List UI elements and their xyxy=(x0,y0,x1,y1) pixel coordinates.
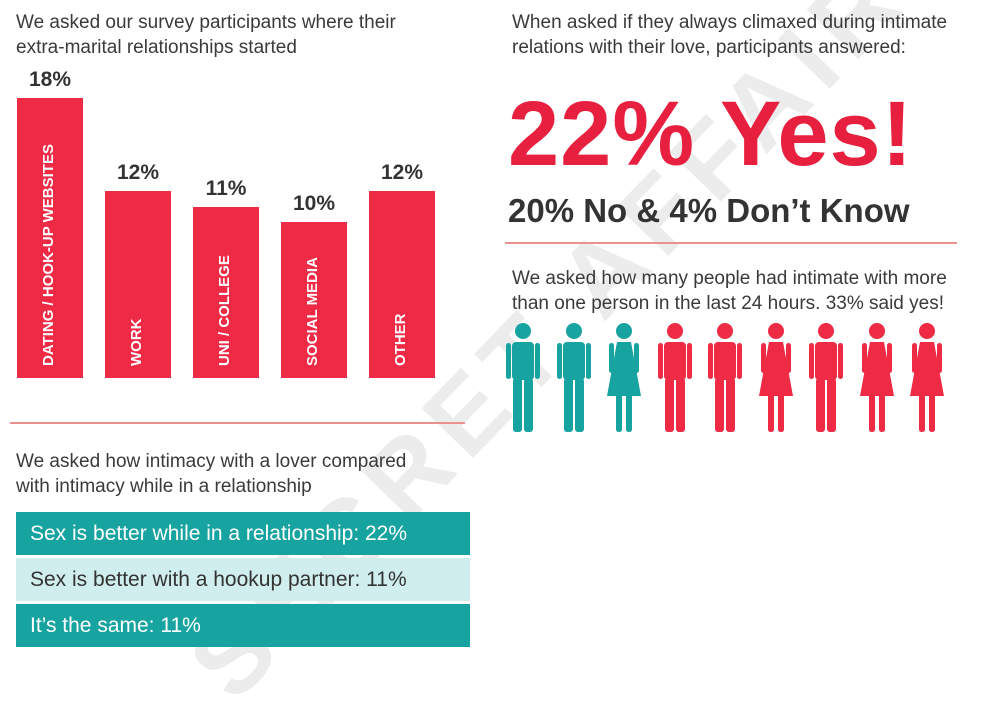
bar-4 xyxy=(369,191,435,378)
bar-0 xyxy=(17,98,83,378)
bar-value-label: 12% xyxy=(380,161,424,185)
comparison-intro-line2: with intimacy while in a relationship xyxy=(16,476,312,497)
male-person-icon xyxy=(556,323,591,432)
comparison-row-relationship: Sex is better while in a relationship: 2… xyxy=(16,512,470,555)
bar-1 xyxy=(105,191,171,378)
bar-3 xyxy=(281,222,347,378)
male-person-icon xyxy=(506,323,540,432)
female-person-icon xyxy=(910,323,944,432)
left-divider xyxy=(10,422,465,424)
bar-intro-line1: We asked our survey participants where t… xyxy=(16,12,396,33)
climax-intro-line1: When asked if they always climaxed durin… xyxy=(512,12,948,33)
bar-intro-line2: extra-marital relationships started xyxy=(16,37,297,58)
comparison-row-same: It’s the same: 11% xyxy=(16,604,470,647)
bar-value-label: 11% xyxy=(205,176,247,200)
climax-intro: When asked if they always climaxed durin… xyxy=(512,10,947,60)
bar-value-label: 10% xyxy=(292,192,336,216)
male-person-icon xyxy=(657,323,692,432)
male-person-icon xyxy=(809,323,843,432)
female-person-icon xyxy=(859,323,894,432)
people-intro-line1: We asked how many people had intimate wi… xyxy=(512,268,947,289)
comparison-intro-line1: We asked how intimacy with a lover compa… xyxy=(16,451,407,472)
bar-category-label: WORK xyxy=(128,318,145,367)
people-icon-row xyxy=(503,322,963,437)
female-person-icon xyxy=(607,323,641,432)
bar-category-label: SOCIAL MEDIA xyxy=(304,257,321,366)
climax-subline: 20% No & 4% Don’t Know xyxy=(508,192,910,229)
bar-category-label: UNI / COLLEGE xyxy=(216,255,233,366)
right-divider xyxy=(505,242,957,244)
bar-category-label: DATING / HOOK-UP WEBSITES xyxy=(40,144,57,366)
climax-intro-line2: relations with their love, participants … xyxy=(512,37,906,58)
bar-category-label: OTHER xyxy=(392,313,409,367)
male-person-icon xyxy=(708,323,742,432)
bar-value-label: 18% xyxy=(28,68,72,91)
people-intro-line2: than one person in the last 24 hours. 33… xyxy=(512,293,944,314)
comparison-intro: We asked how intimacy with a lover compa… xyxy=(16,449,406,499)
bar-2 xyxy=(193,206,259,378)
female-person-icon xyxy=(758,323,793,432)
bar-value-label: 12% xyxy=(116,161,160,185)
climax-headline: 22% Yes! xyxy=(508,83,914,185)
comparison-row-hookup: Sex is better with a hookup partner: 11% xyxy=(16,558,470,601)
bar-section-intro: We asked our survey participants where t… xyxy=(16,10,396,60)
people-intro: We asked how many people had intimate wi… xyxy=(512,266,947,316)
